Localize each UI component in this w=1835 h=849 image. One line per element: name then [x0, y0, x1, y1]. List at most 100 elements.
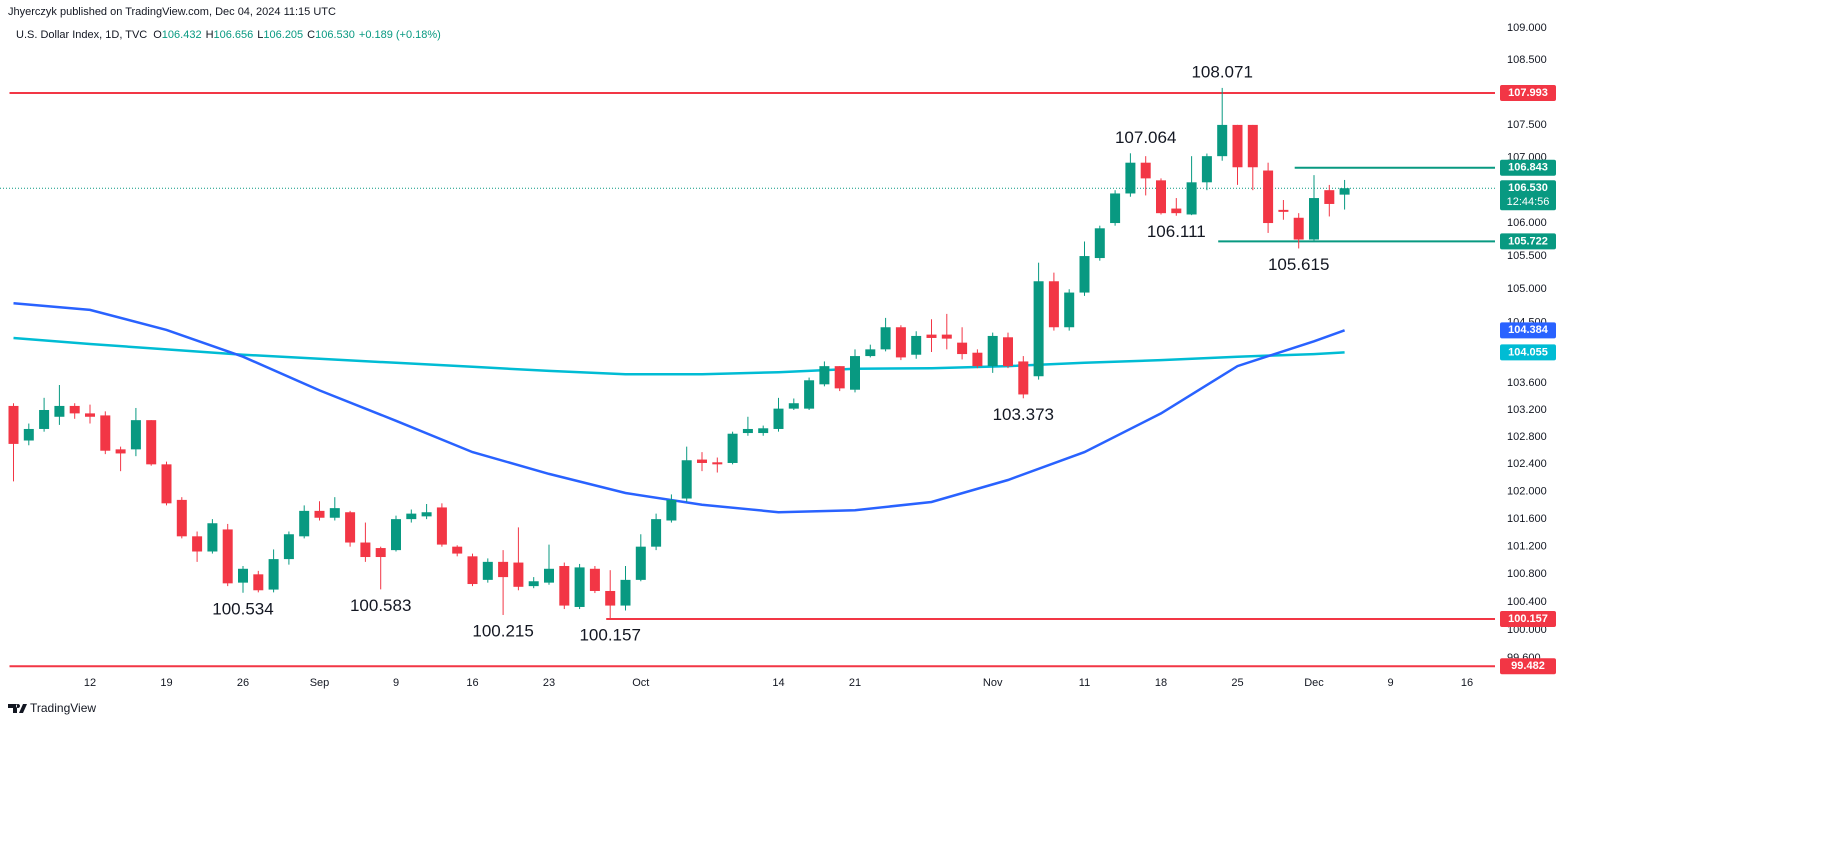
- last-price-label-countdown: 12:44:56: [1507, 196, 1550, 208]
- candle-body: [421, 512, 432, 517]
- candle-body: [1201, 156, 1212, 183]
- candle-body: [987, 335, 998, 367]
- candle-body: [1094, 228, 1105, 259]
- publisher: Jhyerczyk published on TradingView.com, …: [8, 6, 336, 18]
- candle-body: [804, 380, 815, 409]
- price-annotation: 100.157: [579, 626, 640, 645]
- x-tick-label: 9: [393, 677, 399, 689]
- candle-body: [207, 523, 218, 552]
- candle-body: [482, 561, 493, 580]
- candle-body: [895, 327, 906, 358]
- y-tick-label: 105.500: [1507, 250, 1547, 262]
- x-tick-label: 16: [466, 677, 478, 689]
- x-tick-label: 25: [1231, 677, 1243, 689]
- candle-body: [1324, 190, 1335, 204]
- ohlc-value: 106.432: [162, 29, 202, 41]
- candle-body: [176, 499, 187, 537]
- candle-body: [54, 405, 65, 417]
- candle-body: [100, 415, 111, 451]
- candle-body: [681, 460, 692, 499]
- candle-body: [742, 428, 753, 434]
- candle-body: [329, 508, 340, 518]
- y-tick-label: 107.500: [1507, 119, 1547, 131]
- chart-title: U.S. Dollar Index, 1D, TVC: [16, 29, 147, 41]
- candle-body: [911, 335, 922, 355]
- y-tick-label: 103.200: [1507, 404, 1547, 416]
- y-tick-label: 109.000: [1507, 22, 1547, 34]
- candle-body: [788, 403, 799, 409]
- candle-body: [635, 546, 646, 580]
- logo-icon: [8, 704, 27, 713]
- candle-body: [528, 581, 539, 587]
- x-tick-label: 16: [1461, 677, 1473, 689]
- candle-body: [115, 449, 126, 454]
- x-tick-label: Sep: [310, 677, 330, 689]
- level-label-box: [1500, 611, 1556, 628]
- y-tick-label: 100.800: [1507, 568, 1547, 580]
- y-tick-label: 102.000: [1507, 486, 1547, 498]
- candle-body: [1033, 281, 1044, 377]
- price-annotation: 108.071: [1191, 62, 1252, 81]
- level-label-text: 105.722: [1508, 235, 1548, 247]
- ohlc-key: O: [153, 29, 162, 41]
- y-tick-label: 102.400: [1507, 458, 1547, 470]
- last-price-label-text: 106.530: [1508, 182, 1548, 194]
- candle-body: [467, 556, 478, 585]
- candle-body: [345, 512, 356, 543]
- y-tick-label: 102.800: [1507, 431, 1547, 443]
- candle-body: [1247, 124, 1258, 168]
- watermark: TradingView: [30, 701, 96, 715]
- x-tick-label: 26: [237, 677, 249, 689]
- candle-body: [39, 409, 50, 429]
- candle-body: [1018, 361, 1029, 395]
- candle-body: [1186, 182, 1197, 215]
- moving-average-line: [13, 336, 1345, 376]
- x-tick-label: 14: [772, 677, 784, 689]
- x-tick-label: 23: [543, 677, 555, 689]
- level-label-box: [1500, 233, 1556, 250]
- candle-body: [299, 510, 310, 537]
- x-tick-label: 18: [1155, 677, 1167, 689]
- x-tick-label: Oct: [632, 677, 649, 689]
- level-label-box: [1500, 159, 1556, 176]
- candle-body: [1125, 162, 1136, 194]
- y-tick-label: 105.000: [1507, 283, 1547, 295]
- candle-body: [834, 366, 845, 389]
- price-annotation: 100.534: [212, 599, 273, 618]
- candle-body: [360, 542, 371, 558]
- candle-body: [957, 342, 968, 355]
- level-label-text: 99.482: [1511, 660, 1545, 672]
- price-annotation: 103.373: [993, 405, 1054, 424]
- level-label-box: [1500, 84, 1556, 101]
- candle-body: [1003, 337, 1013, 367]
- candle-body: [666, 499, 677, 521]
- candle-body: [1140, 162, 1151, 179]
- ma-label-text: 104.384: [1508, 324, 1549, 336]
- candle-body: [1110, 193, 1121, 224]
- candle-body: [406, 513, 417, 520]
- candle-body: [1309, 198, 1319, 240]
- candle-body: [1217, 124, 1228, 157]
- x-tick-label: 19: [160, 677, 172, 689]
- candle-body: [559, 566, 570, 606]
- candle-body: [391, 519, 401, 551]
- level-label-text: 106.843: [1508, 162, 1548, 174]
- candle-body: [773, 408, 784, 429]
- y-tick-label: 101.200: [1507, 541, 1547, 553]
- x-tick-label: 11: [1079, 677, 1090, 689]
- candle-body: [222, 529, 233, 584]
- candle-body: [161, 464, 172, 504]
- ohlc-key: L: [257, 29, 263, 41]
- candle-body: [130, 420, 141, 450]
- candle-body: [712, 462, 723, 465]
- x-tick-label: Dec: [1304, 677, 1324, 689]
- candle-body: [1171, 208, 1182, 214]
- ohlc-value: 106.205: [263, 29, 303, 41]
- candle-body: [69, 405, 80, 414]
- candle-body: [605, 590, 616, 606]
- ma-label-box: [1500, 322, 1556, 339]
- candle-body: [850, 356, 860, 390]
